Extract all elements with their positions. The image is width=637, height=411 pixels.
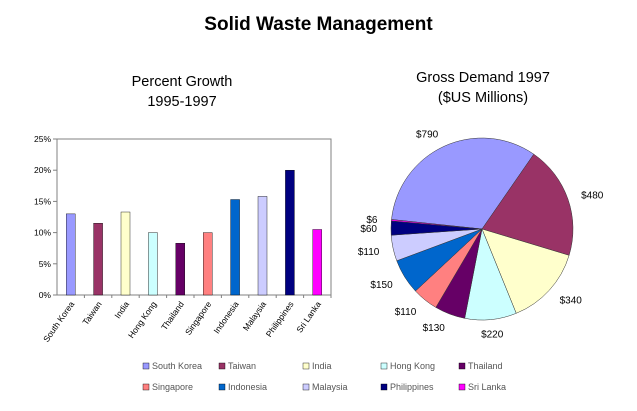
bar-hong-kong xyxy=(148,232,158,296)
legend-swatch xyxy=(218,362,226,370)
legend: South Korea Taiwan India Hong Kong Thailand S… xyxy=(142,361,506,392)
legend-swatch xyxy=(302,362,310,370)
legend-swatch xyxy=(142,362,150,370)
bar-y-tick-label: 20% xyxy=(34,165,51,175)
pie-slice-south-korea xyxy=(391,137,535,230)
bar-india xyxy=(120,211,131,296)
legend-label: Hong Kong xyxy=(390,361,435,371)
pie-value-label: $340 xyxy=(560,296,583,307)
legend-swatch xyxy=(380,362,388,370)
bar-singapore xyxy=(202,232,213,296)
legend-label: Thailand xyxy=(468,361,503,371)
legend-swatch xyxy=(458,362,466,370)
bar-malaysia xyxy=(257,196,268,296)
bar-category-label: Sri Lanka xyxy=(294,299,323,334)
legend-swatch xyxy=(218,383,226,391)
bar-category-label: Taiwan xyxy=(80,299,104,327)
pie-chart-title-line1: Gross Demand 1997 xyxy=(416,70,550,86)
bar-y-axis: 0% 5% 10% 15% 20% 25% xyxy=(34,134,58,300)
bar-chart-title-line2: 1995-1997 xyxy=(147,94,216,110)
bar-south-korea xyxy=(65,213,76,296)
pie-value-label: $150 xyxy=(370,280,393,291)
bar-philippines xyxy=(285,169,295,296)
pie-chart-title-line2: ($US Millions) xyxy=(438,90,528,106)
pie-value-label: $110 xyxy=(395,307,417,318)
main-title: Solid Waste Management xyxy=(204,14,433,35)
bar-sri-lanka xyxy=(312,229,322,296)
pie-value-label: $60 xyxy=(360,224,377,235)
bar-y-tick-label: 15% xyxy=(34,196,51,206)
bar-series xyxy=(65,169,322,296)
pie-value-label: $790 xyxy=(416,130,439,141)
legend-label: India xyxy=(312,361,332,371)
pie-slice-taiwan xyxy=(481,153,574,256)
pie-chart: Gross Demand 1997 ($US Millions) $790 $48… xyxy=(358,70,604,341)
bar-category-label: Malaysia xyxy=(241,299,269,332)
pie-value-label: $110 xyxy=(358,247,380,258)
legend-label: Malaysia xyxy=(312,382,348,392)
bar-category-label: Singapore xyxy=(183,299,214,337)
pie-value-label: $130 xyxy=(423,323,446,334)
bar-category-label: Indonesia xyxy=(211,299,240,335)
legend-swatch xyxy=(302,383,310,391)
bar-thailand xyxy=(175,243,186,296)
pie-value-labels: $790 $480 $340 $220 $130 $110 $150 $110 $60$6 xyxy=(358,130,604,341)
legend-swatch xyxy=(458,383,466,391)
bar-category-label: South Korea xyxy=(41,299,76,344)
legend-label: Taiwan xyxy=(228,361,256,371)
bar-y-tick-label: 25% xyxy=(34,134,51,144)
legend-label: Sri Lanka xyxy=(468,382,506,392)
bar-y-tick-label: 10% xyxy=(34,228,51,238)
bar-y-tick-label: 5% xyxy=(39,259,52,269)
bar-chart: Percent Growth 1995-1997 0% 5% 10% 15% 20% 25… xyxy=(34,74,332,344)
legend-label: Indonesia xyxy=(228,382,267,392)
bar-category-label: Thailand xyxy=(159,299,186,332)
bar-category-label: Philippines xyxy=(264,299,296,338)
pie-slices xyxy=(390,137,574,321)
pie-slice-sri-lanka xyxy=(391,219,483,230)
bar-y-tick-label: 0% xyxy=(39,290,52,300)
pie-value-label: $220 xyxy=(481,330,504,341)
bar-indonesia xyxy=(230,199,240,296)
legend-swatch xyxy=(142,383,150,391)
legend-label: Singapore xyxy=(152,382,193,392)
legend-swatch xyxy=(380,383,388,391)
bar-category-label: India xyxy=(112,299,131,320)
bar-chart-title-line1: Percent Growth xyxy=(132,74,233,90)
legend-label: Philippines xyxy=(390,382,434,392)
pie-value-label: $6 xyxy=(366,215,378,226)
pie-value-label: $480 xyxy=(581,190,604,201)
pie-slice-india xyxy=(481,228,570,314)
legend-label: South Korea xyxy=(152,361,202,371)
bar-taiwan xyxy=(93,223,103,296)
